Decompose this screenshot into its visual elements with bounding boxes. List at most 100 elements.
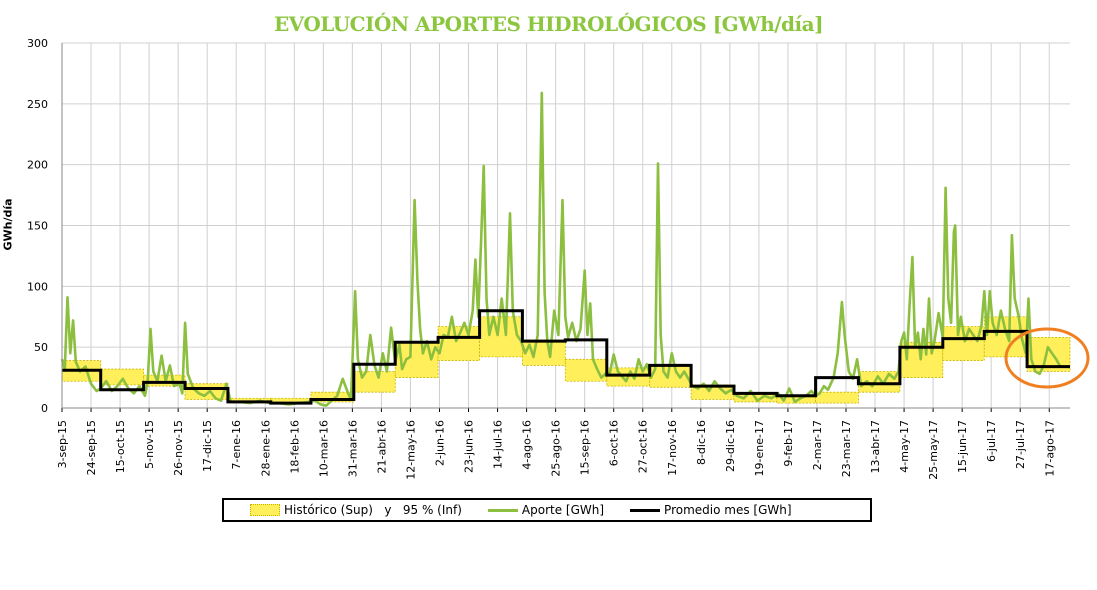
x-tick-label: 27-jul-17 (1014, 420, 1027, 469)
aporte-point (455, 340, 457, 342)
aporte-point (799, 397, 802, 400)
aporte-point (871, 385, 874, 387)
aporte-point (532, 356, 535, 358)
x-tick-label: 21-abr-16 (375, 420, 388, 473)
historico-band-segment (353, 371, 396, 393)
aporte-point (474, 258, 477, 261)
aporte-point (187, 373, 189, 375)
aporte-point (823, 385, 825, 387)
promedio-segment (650, 363, 691, 367)
aporte-point (459, 331, 462, 334)
aporte-point (810, 390, 813, 392)
x-tick-label: 24-sep-15 (85, 420, 98, 475)
aporte-point (509, 212, 511, 215)
y-tick-label: 0 (41, 402, 48, 415)
aporte-point (1051, 352, 1053, 355)
aporte-point (66, 296, 69, 299)
aporte-point (95, 390, 98, 392)
highlight-ellipse (1004, 327, 1090, 389)
aporte-point (398, 343, 401, 346)
aporte-point (386, 370, 388, 373)
aporte-point (735, 395, 738, 397)
x-tick-label: 17-dic-15 (201, 420, 214, 472)
aporte-point (843, 334, 846, 336)
x-tick-label: 4-may-17 (898, 420, 911, 473)
aporte-point (203, 395, 206, 397)
aporte-point (959, 315, 962, 318)
aporte-point (90, 382, 92, 385)
promedio-segment (438, 335, 479, 339)
aporte-point (742, 397, 745, 400)
aporte-point (687, 378, 690, 380)
aporte-point (589, 302, 591, 305)
aporte-point (900, 340, 903, 342)
aporte-point (1013, 297, 1016, 300)
aporte-point (138, 385, 141, 387)
x-tick-label: 29-dic-16 (724, 420, 737, 472)
aporte-point (325, 404, 327, 407)
promedio-segment (565, 338, 606, 342)
aporte-point (524, 352, 527, 355)
promedio-segment (480, 309, 523, 313)
aporte-point (557, 334, 560, 336)
aporte-point (1008, 340, 1010, 342)
aporte-point (917, 331, 919, 334)
aporte-point (543, 291, 546, 294)
aporte-point (500, 297, 503, 300)
aporte-point (214, 397, 217, 400)
chart-title: EVOLUCIÓN APORTES HIDROLÓGICOS [GWh/día] (273, 12, 824, 36)
aporte-point (564, 315, 567, 318)
aporte-point (122, 378, 124, 380)
aporte-point (749, 390, 752, 392)
aporte-point (357, 358, 359, 361)
aporte-point (629, 370, 632, 373)
x-tick-label: 23-mar-17 (840, 420, 853, 477)
aporte-point (937, 312, 940, 314)
aporte-point (1034, 370, 1037, 373)
aporte-point (365, 370, 367, 373)
aporte-point (991, 322, 994, 324)
aporte-point (659, 334, 662, 336)
aporte-point (911, 256, 914, 258)
x-tick-label: 8-dic-16 (695, 420, 708, 465)
aporte-point (625, 380, 627, 383)
aporte-point (841, 301, 843, 303)
aporte-point (549, 356, 551, 358)
aporte-point (922, 328, 925, 330)
aporte-point (485, 297, 488, 300)
promedio-segment (101, 388, 144, 392)
promedio-segment (1027, 365, 1070, 369)
aporte-point (347, 392, 350, 395)
aporte-point (341, 378, 344, 380)
aporte-point (666, 376, 669, 379)
aporte-point (184, 322, 186, 324)
aporte-point (586, 334, 589, 336)
aporte-point (877, 375, 879, 378)
aporte-point (893, 378, 896, 380)
aporte-point (888, 373, 890, 375)
aporte-point (571, 322, 574, 324)
promedio-segment (311, 397, 354, 401)
x-tick-label: 7-ene-16 (230, 420, 243, 469)
aporte-point (488, 334, 491, 336)
aporte-point (968, 328, 970, 330)
aporte-point (430, 358, 432, 361)
historico-band-segment (437, 326, 480, 361)
aporte-point (369, 334, 372, 336)
y-tick-label: 50 (34, 341, 48, 354)
aporte-point (198, 392, 200, 395)
aporte-point (405, 358, 408, 361)
x-tick-label: 4-ago-16 (521, 420, 534, 470)
legend-label-promedio: Promedio mes [GWh] (664, 503, 792, 517)
x-tick-label: 12-may-16 (404, 420, 417, 480)
aporte-point (756, 399, 759, 402)
aporte-point (72, 319, 74, 322)
aporte-point (567, 336, 569, 339)
aporte-point (152, 370, 155, 373)
promedio-segment (943, 337, 984, 341)
aporte-point (600, 376, 603, 379)
aporte-point (419, 328, 421, 330)
aporte-point (818, 392, 821, 395)
aporte-point (944, 186, 947, 189)
promedio-segment (62, 368, 101, 372)
